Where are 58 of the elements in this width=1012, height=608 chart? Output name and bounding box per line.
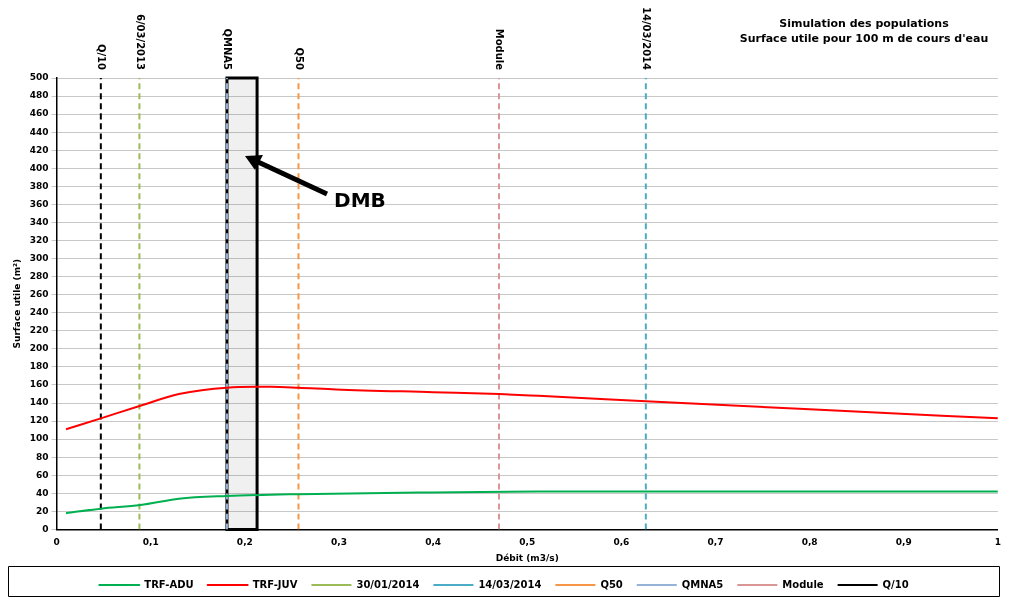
legend-label: TRF-ADU xyxy=(144,578,194,590)
y-tick-label: 420 xyxy=(29,144,49,155)
x-tick-label: 0,9 xyxy=(895,537,912,548)
x-tick-label: 0,4 xyxy=(425,537,442,548)
y-tick-label: 100 xyxy=(29,433,49,444)
line-series xyxy=(65,490,998,515)
x-tick-label: 0,3 xyxy=(330,537,347,548)
y-axis-title: Surface utile (m²) xyxy=(11,258,22,349)
x-axis-title: Débit (m3/s) xyxy=(495,552,559,563)
y-tick-label: 80 xyxy=(36,451,49,462)
legend-label: Q50 xyxy=(600,578,623,590)
y-tick-label: 440 xyxy=(29,126,49,137)
legend-label: QMNA5 xyxy=(681,578,724,590)
y-tick-label: 260 xyxy=(29,289,49,300)
y-tick-label: 240 xyxy=(29,307,49,318)
annotation: 6/03/2013 xyxy=(134,13,146,71)
x-tick-label: 0,2 xyxy=(236,537,253,548)
y-tick-label: 500 xyxy=(29,72,49,83)
line-series xyxy=(65,385,998,431)
band-label: DMB xyxy=(334,188,386,213)
y-tick-label: 60 xyxy=(36,469,49,480)
y-tick-label: 220 xyxy=(29,325,49,336)
chart-subtitle: Surface utile pour 100 m de cours d'eau xyxy=(739,31,989,45)
y-tick-label: 400 xyxy=(29,162,49,173)
y-tick-label: 460 xyxy=(29,108,49,119)
y-tick-label: 140 xyxy=(29,397,49,408)
annotation: QMNA5 xyxy=(222,28,234,71)
y-tick-label: 480 xyxy=(29,90,49,101)
annotation: Q/10 xyxy=(96,43,108,71)
y-tick-label: 0 xyxy=(42,523,49,534)
x-tick-label: 0,5 xyxy=(519,537,536,548)
x-tick-label: 0,8 xyxy=(801,537,818,548)
annotation: Q50 xyxy=(293,47,305,71)
y-tick-label: 280 xyxy=(29,270,49,281)
y-tick-label: 360 xyxy=(29,198,49,209)
x-tick-label: 0,1 xyxy=(142,537,159,548)
chart-title: Simulation des populations xyxy=(779,16,950,30)
y-tick-label: 120 xyxy=(29,415,49,426)
y-tick-label: 160 xyxy=(29,379,49,390)
annotation: 14/03/2014 xyxy=(641,7,653,71)
y-tick-label: 200 xyxy=(29,343,49,354)
x-tick-label: 0 xyxy=(53,537,60,548)
y-tick-label: 380 xyxy=(29,180,49,191)
legend-label: TRF-JUV xyxy=(252,578,298,590)
y-tick-label: 320 xyxy=(29,234,49,245)
annotation: Module xyxy=(494,28,506,71)
x-tick-label: 0,6 xyxy=(613,537,630,548)
y-tick-label: 340 xyxy=(29,216,49,227)
legend-label: Module xyxy=(782,578,824,590)
x-tick-label: 1 xyxy=(994,537,1001,548)
legend-label: 14/03/2014 xyxy=(478,578,542,590)
y-tick-label: 180 xyxy=(29,361,49,372)
x-tick-label: 0,7 xyxy=(707,537,724,548)
legend-label: 30/01/2014 xyxy=(356,578,420,590)
y-tick-label: 20 xyxy=(36,505,49,516)
y-tick-label: 300 xyxy=(29,252,49,263)
legend-label: Q/10 xyxy=(882,578,909,590)
y-tick-label: 40 xyxy=(36,487,49,498)
